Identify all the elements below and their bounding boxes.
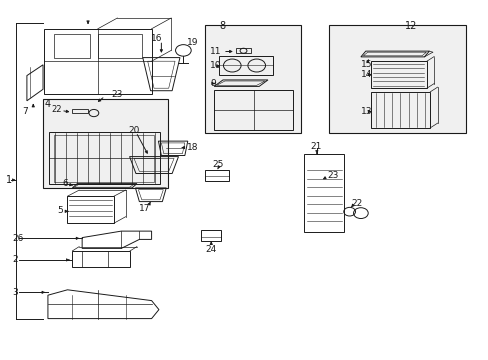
Text: 12: 12	[404, 21, 416, 31]
Text: 18: 18	[187, 143, 199, 152]
Bar	[214, 90, 293, 130]
Text: 22: 22	[52, 105, 62, 114]
Text: 26: 26	[12, 234, 23, 243]
Text: 15: 15	[360, 60, 372, 69]
Text: 16: 16	[150, 34, 162, 43]
Bar	[54, 135, 154, 182]
Bar	[328, 25, 465, 133]
Text: 7: 7	[22, 107, 28, 116]
Text: 5: 5	[58, 206, 63, 215]
Text: 23: 23	[111, 90, 122, 99]
Text: 22: 22	[350, 199, 362, 208]
Text: 1: 1	[6, 175, 12, 185]
Bar	[370, 92, 429, 128]
Bar	[205, 25, 300, 133]
Text: 10: 10	[210, 61, 222, 70]
Bar	[67, 196, 114, 223]
Text: 21: 21	[310, 143, 321, 152]
Bar	[205, 170, 228, 181]
Bar	[49, 132, 160, 184]
Text: 3: 3	[12, 288, 18, 297]
Text: 13: 13	[360, 107, 372, 116]
Text: 25: 25	[212, 160, 224, 169]
Text: 20: 20	[128, 126, 139, 135]
Text: 8: 8	[219, 21, 225, 31]
Text: 17: 17	[139, 204, 151, 212]
Bar	[72, 109, 88, 113]
Bar	[54, 34, 90, 58]
Text: 6: 6	[62, 179, 68, 188]
Text: 4: 4	[45, 99, 51, 109]
Text: 19: 19	[186, 38, 198, 47]
Text: 2: 2	[12, 256, 18, 264]
Bar	[235, 48, 251, 53]
Bar	[304, 154, 344, 232]
Text: 23: 23	[327, 171, 338, 180]
Bar	[201, 230, 221, 241]
Bar	[98, 34, 142, 58]
Bar	[43, 99, 167, 188]
Text: 24: 24	[205, 245, 216, 253]
Bar	[219, 56, 272, 75]
Bar	[72, 251, 130, 267]
Text: 9: 9	[210, 79, 216, 88]
Text: 14: 14	[360, 71, 371, 79]
Text: 11: 11	[210, 46, 222, 55]
Bar	[370, 61, 426, 88]
